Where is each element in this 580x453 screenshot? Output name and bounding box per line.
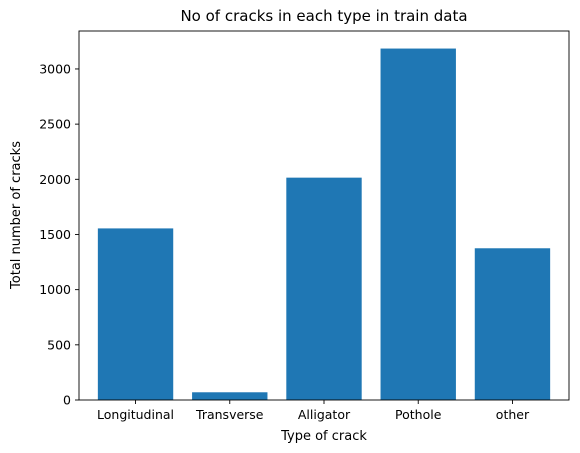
y-tick-label: 500 — [47, 337, 71, 352]
y-axis-label: Total number of cracks — [9, 141, 24, 290]
bar-alligator — [286, 177, 362, 400]
y-tick-label: 2500 — [39, 117, 71, 132]
x-axis-label: Type of crack — [280, 429, 367, 444]
y-tick-label: 0 — [63, 393, 71, 408]
x-tick-label: Transverse — [195, 407, 264, 422]
plot-area: Longitudinal Transverse Alligator Pothole ot… — [39, 30, 570, 422]
chart-title: No of cracks in each type in train data — [180, 7, 467, 25]
y-tick-label: 3000 — [39, 61, 71, 76]
bar-pothole — [380, 48, 456, 401]
y-tick-label: 1500 — [39, 227, 71, 242]
bar-other — [474, 248, 551, 400]
x-tick-label: Alligator — [298, 407, 351, 422]
y-tick-label: 2000 — [39, 172, 71, 187]
bar-transverse — [192, 392, 268, 400]
x-tick-label: Longitudinal — [97, 407, 174, 422]
x-tick-label: other — [496, 407, 530, 422]
bar-longitudinal — [97, 228, 174, 400]
x-tick-label: Pothole — [395, 407, 442, 422]
y-tick-label: 1000 — [39, 282, 71, 297]
